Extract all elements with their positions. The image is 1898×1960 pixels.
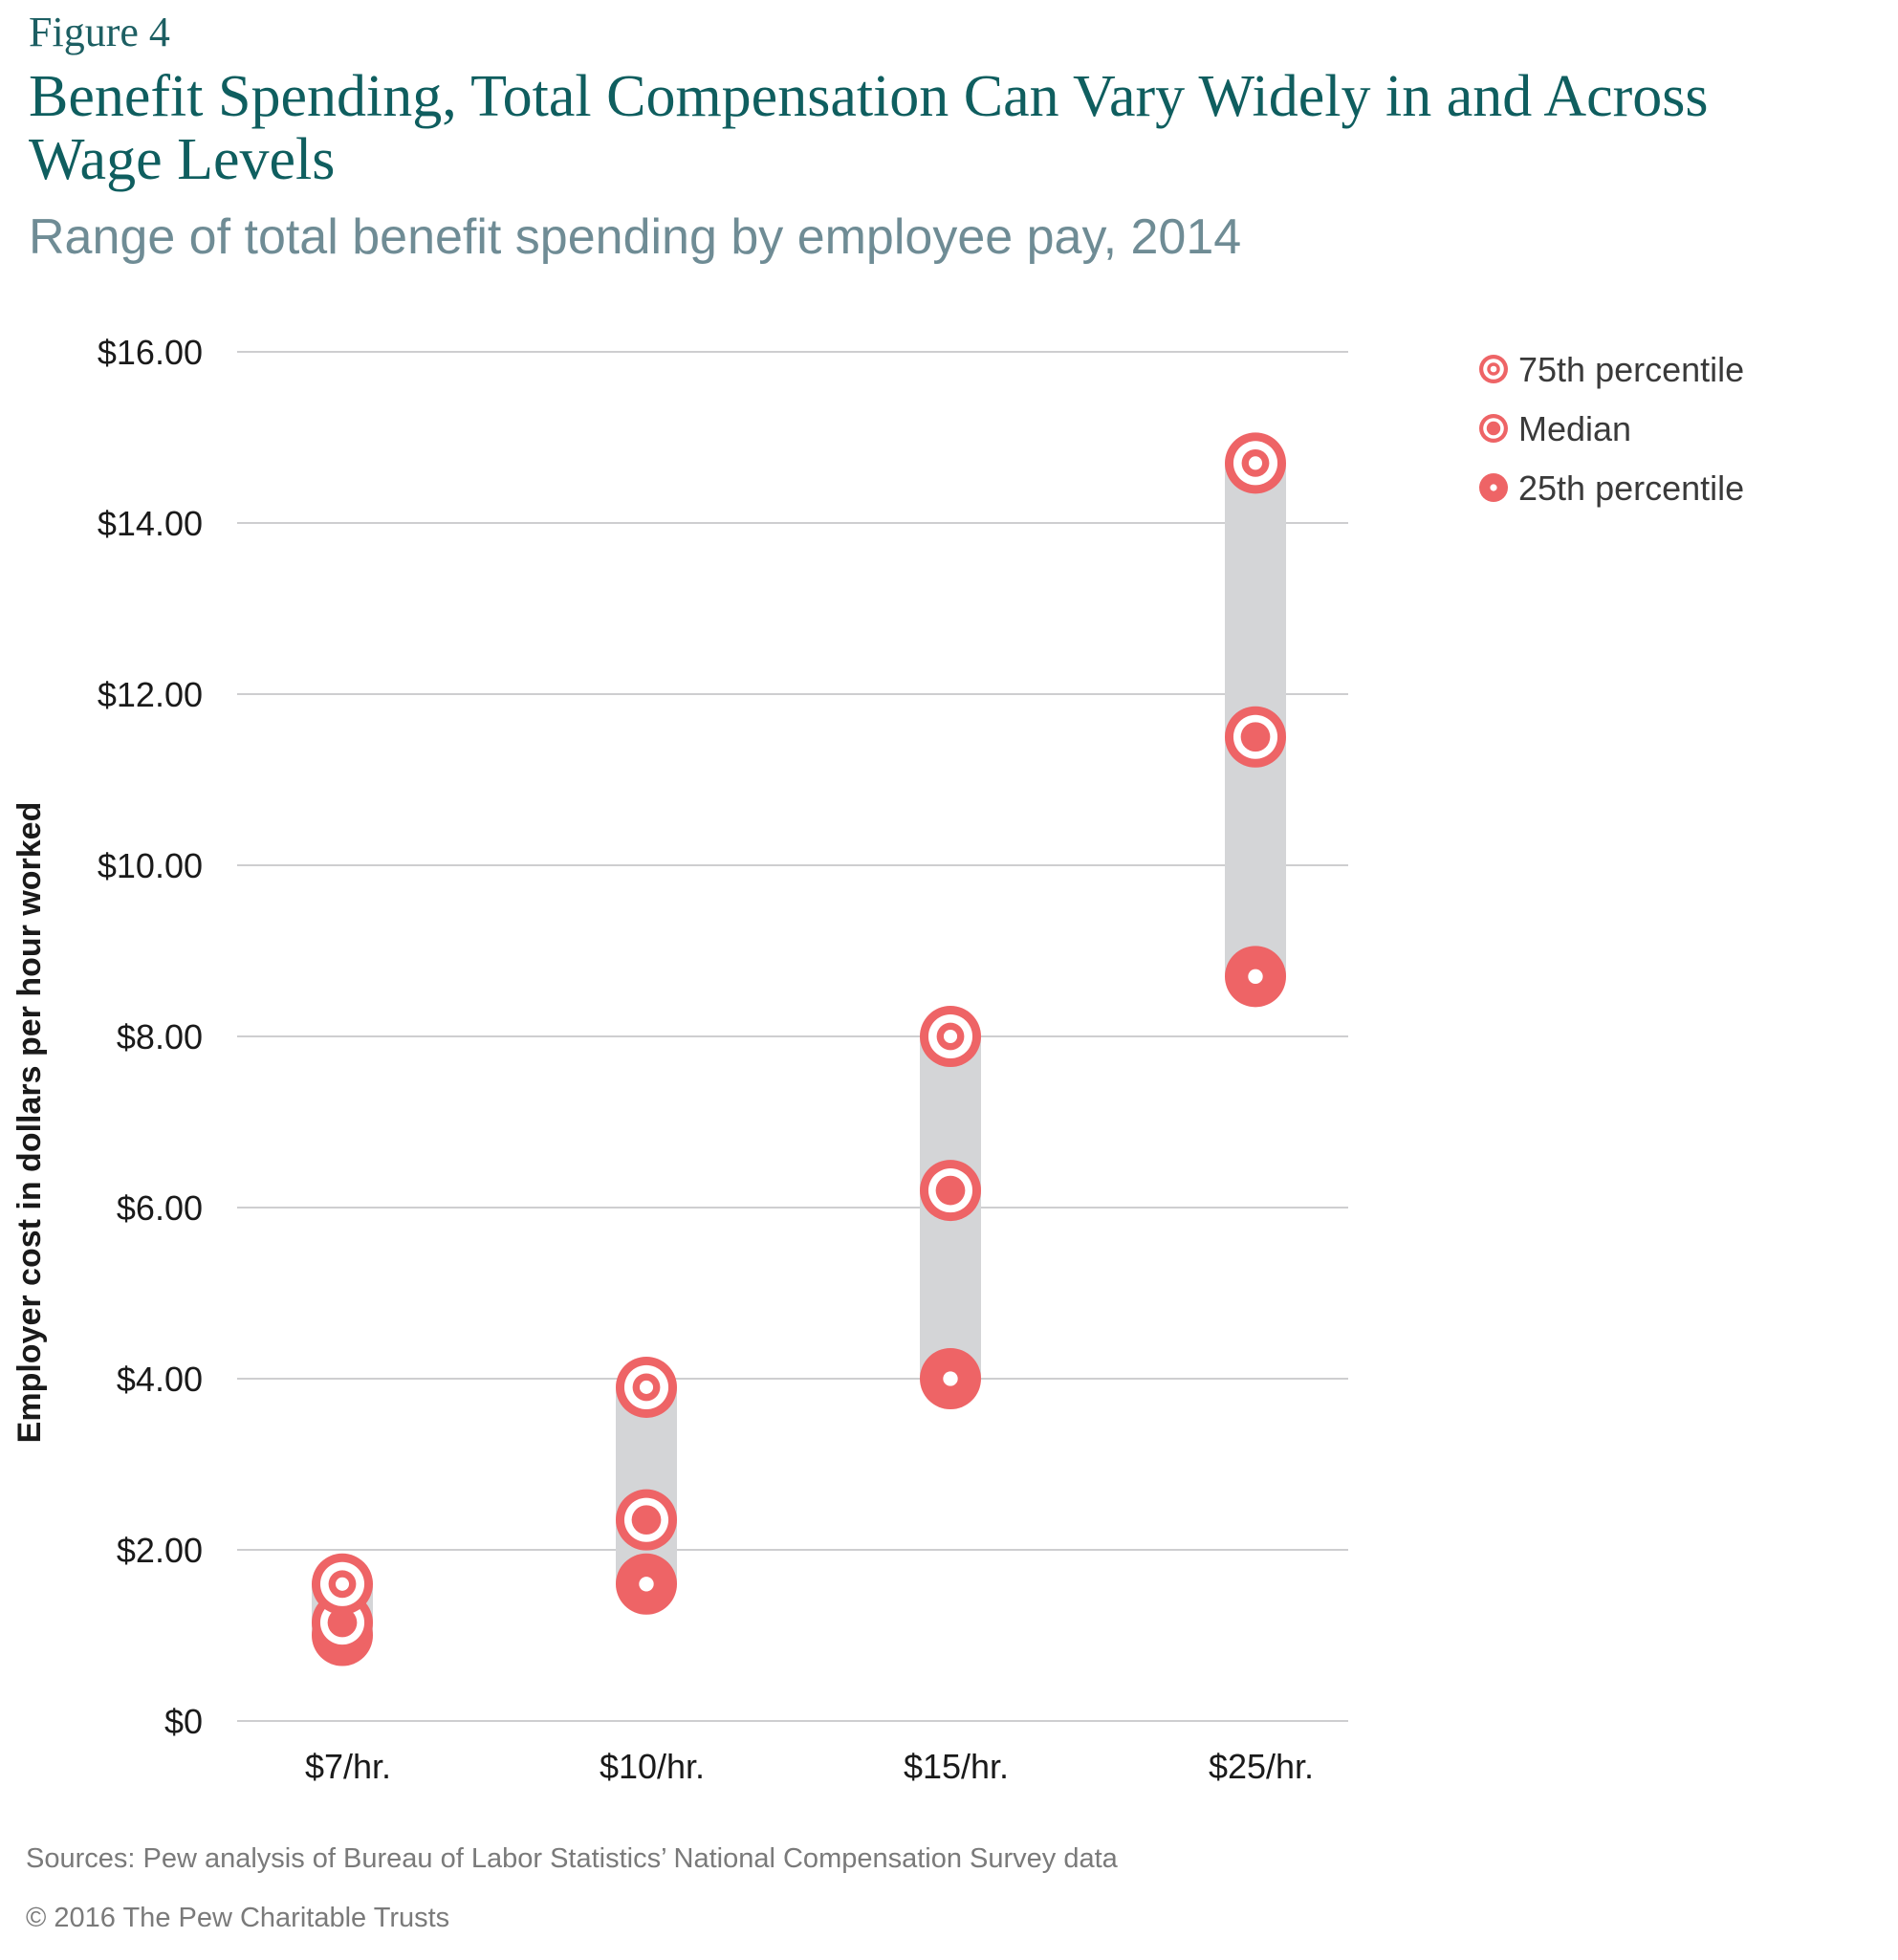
- y-tick-label: $4.00: [117, 1360, 203, 1399]
- legend-label: 75th percentile: [1518, 350, 1744, 389]
- data-markers: [312, 432, 1286, 1666]
- marker-median: [1479, 414, 1508, 443]
- y-tick-label: $12.00: [98, 675, 203, 714]
- marker-75th-percentile: [1479, 355, 1508, 383]
- marker-25th-percentile: [1225, 946, 1286, 1008]
- chart-subtitle: Range of total benefit spending by emplo…: [29, 209, 1242, 265]
- copyright-note: © 2016 The Pew Charitable Trusts: [26, 1903, 450, 1933]
- y-tick-label: $16.00: [98, 333, 203, 372]
- marker-median: [616, 1489, 677, 1551]
- y-tick-label: $10.00: [98, 846, 203, 885]
- x-tick-label: $25/hr.: [1209, 1747, 1314, 1786]
- x-tick-label: $15/hr.: [904, 1747, 1009, 1786]
- y-axis-tick-labels: $0 $2.00 $4.00 $6.00 $8.00 $10.00 $12.00 $14.00…: [98, 333, 203, 1741]
- range-dot-chart: $0 $2.00 $4.00 $6.00 $8.00 $10.00 $12.00 $14.00…: [11, 333, 1744, 1786]
- x-tick-label: $7/hr.: [305, 1747, 391, 1786]
- legend-item: 75th percentile: [1479, 350, 1744, 389]
- y-tick-label: $0: [164, 1702, 203, 1741]
- x-tick-label: $10/hr.: [600, 1747, 705, 1786]
- legend-label: Median: [1518, 409, 1631, 448]
- marker-25th-percentile: [1479, 473, 1508, 502]
- legend: 75th percentile Median 25th percentile: [1479, 350, 1744, 508]
- gridlines: [237, 351, 1348, 1722]
- marker-75th-percentile: [920, 1006, 981, 1067]
- marker-75th-percentile: [312, 1553, 373, 1615]
- marker-25th-percentile: [920, 1348, 981, 1409]
- sources-note: Sources: Pew analysis of Bureau of Labor…: [26, 1843, 1118, 1874]
- y-tick-label: $6.00: [117, 1188, 203, 1228]
- marker-median: [1225, 706, 1286, 768]
- legend-label: 25th percentile: [1518, 468, 1744, 508]
- legend-item: 25th percentile: [1479, 468, 1744, 508]
- y-tick-label: $8.00: [117, 1017, 203, 1056]
- range-bars: [312, 463, 1286, 1636]
- y-tick-label: $14.00: [98, 504, 203, 543]
- x-axis-tick-labels: $7/hr. $10/hr. $15/hr. $25/hr.: [305, 1747, 1314, 1786]
- range-bar: [616, 1386, 677, 1584]
- marker-25th-percentile: [616, 1553, 677, 1615]
- marker-75th-percentile: [616, 1356, 677, 1418]
- legend-item: Median: [1479, 409, 1631, 448]
- marker-median: [920, 1160, 981, 1222]
- y-tick-label: $2.00: [117, 1531, 203, 1570]
- marker-75th-percentile: [1225, 432, 1286, 494]
- figure-label: Figure 4: [29, 9, 170, 55]
- chart-title: Benefit Spending, Total Compensation Can…: [29, 64, 1709, 192]
- y-axis-label: Employer cost in dollars per hour worked: [11, 802, 48, 1444]
